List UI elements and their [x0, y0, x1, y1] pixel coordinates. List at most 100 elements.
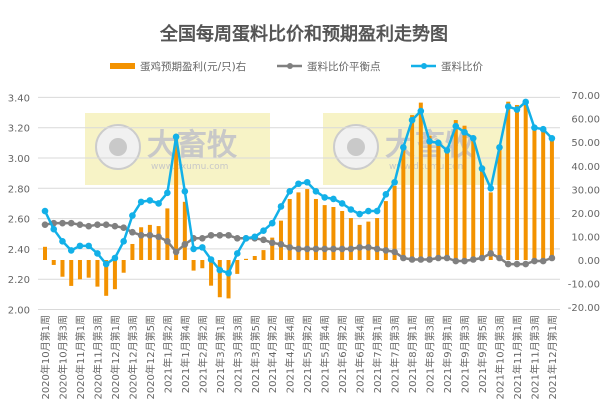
- bar-profit: [165, 208, 170, 260]
- bar-profit: [348, 218, 353, 260]
- x-tick-label: 2021年1月第4周: [179, 315, 192, 393]
- x-tick-label: 2021年3月第3周: [231, 315, 244, 393]
- point-ratio: [59, 238, 66, 245]
- x-tick-label: 2020年12月第1周: [109, 315, 122, 400]
- point-balance: [338, 245, 346, 253]
- bar-profit: [69, 260, 74, 286]
- bar-profit: [331, 206, 336, 260]
- line-series: [41, 98, 556, 277]
- bar-profit: [200, 260, 205, 269]
- bar-profit: [523, 100, 528, 260]
- bar-profit: [112, 260, 117, 290]
- point-balance: [172, 248, 180, 256]
- y-left-tick-label: 3.00: [8, 154, 30, 165]
- point-ratio: [94, 250, 101, 257]
- point-balance: [382, 247, 390, 254]
- point-ratio: [181, 188, 189, 195]
- bar-profit: [261, 250, 266, 260]
- bar-profit: [401, 145, 406, 260]
- bar-profit: [191, 260, 196, 271]
- point-balance: [487, 250, 495, 257]
- point-balance: [513, 260, 521, 268]
- point-ratio: [400, 144, 407, 151]
- point-balance: [312, 245, 320, 253]
- x-tick-label: 2021年8月第3周: [424, 315, 437, 393]
- point-ratio: [321, 194, 328, 201]
- point-balance: [102, 221, 110, 228]
- point-ratio: [461, 128, 468, 136]
- x-tick-label: 2020年11月第3周: [91, 315, 104, 400]
- bar-profit: [436, 145, 441, 260]
- point-balance: [155, 233, 162, 241]
- bar-series-profit: [43, 100, 554, 299]
- bar-profit: [366, 221, 371, 260]
- x-tick-label: 2021年3月第1周: [214, 315, 227, 393]
- point-balance: [277, 241, 285, 248]
- point-ratio: [164, 189, 171, 197]
- x-tick-label: 2021年9月第5周: [476, 315, 489, 393]
- point-balance: [85, 222, 92, 230]
- y-left-tick-label: 2.80: [8, 184, 30, 195]
- point-ratio: [120, 238, 127, 245]
- point-ratio: [137, 198, 145, 206]
- point-balance: [67, 219, 75, 227]
- point-ratio: [365, 207, 372, 215]
- watermark-url: www.dxumu.com: [151, 162, 228, 172]
- legend-label-balance: 蛋料比价平衡点: [307, 60, 381, 73]
- point-ratio: [548, 135, 556, 142]
- watermark-logo-eye: [109, 138, 127, 156]
- x-tick-label: 2020年12月第3周: [126, 315, 139, 400]
- point-balance: [295, 245, 302, 253]
- legend-label-profit: 蛋鸡预期盈利(元/只)右: [140, 60, 246, 73]
- point-ratio: [303, 178, 311, 186]
- point-ratio: [435, 139, 442, 147]
- x-tick-label: 2021年9月第3周: [459, 315, 472, 393]
- bar-profit: [130, 243, 135, 260]
- point-balance: [41, 221, 49, 228]
- legend-swatch-profit: [110, 63, 135, 69]
- point-ratio: [373, 207, 381, 215]
- bar-profit: [375, 218, 380, 260]
- bar-profit: [488, 192, 493, 260]
- y-right-tick-label: -10.00: [568, 280, 600, 291]
- bar-profit: [445, 148, 450, 260]
- y-left-tick-label: 2.00: [8, 306, 30, 317]
- bar-profit: [541, 127, 546, 260]
- y-axis-right: -20.00 -10.00 0.00 10.00 20.00 30.00 40.00 50.0…: [568, 91, 600, 314]
- point-balance: [452, 257, 460, 265]
- point-ratio: [67, 247, 75, 254]
- point-ratio: [190, 245, 197, 253]
- x-tick-label: 2021年10月第3周: [493, 315, 506, 400]
- point-ratio: [146, 197, 154, 204]
- bar-profit: [60, 260, 65, 277]
- bar-profit: [235, 260, 240, 274]
- point-balance: [461, 257, 468, 265]
- point-ratio: [207, 256, 215, 263]
- point-balance: [435, 254, 442, 262]
- legend-label-ratio: 蛋料比价: [441, 60, 483, 73]
- point-balance: [146, 231, 154, 239]
- x-axis-labels: 2020年10月第1周 2020年10月第3周 2020年11月第1周 2020年11…: [39, 315, 559, 400]
- point-balance: [181, 241, 189, 248]
- point-ratio: [330, 195, 337, 203]
- y-right-tick-label: 40.00: [571, 162, 600, 173]
- point-balance: [225, 231, 232, 239]
- point-balance: [120, 224, 127, 231]
- x-tick-label: 2021年3月第5周: [249, 315, 262, 393]
- point-ratio: [443, 147, 451, 154]
- point-balance: [303, 245, 311, 253]
- y-right-tick-label: 60.00: [571, 115, 600, 126]
- bar-profit: [296, 192, 301, 260]
- point-ratio: [513, 106, 521, 113]
- bar-profit: [226, 260, 231, 299]
- point-balance: [164, 238, 171, 245]
- point-ratio: [286, 188, 294, 195]
- legend-marker-ratio: [421, 63, 427, 69]
- point-balance: [522, 260, 529, 268]
- point-ratio: [496, 144, 503, 151]
- point-ratio: [111, 254, 119, 262]
- point-ratio: [277, 203, 285, 210]
- bar-profit: [121, 260, 126, 273]
- bar-profit: [392, 185, 397, 260]
- point-ratio: [268, 219, 276, 227]
